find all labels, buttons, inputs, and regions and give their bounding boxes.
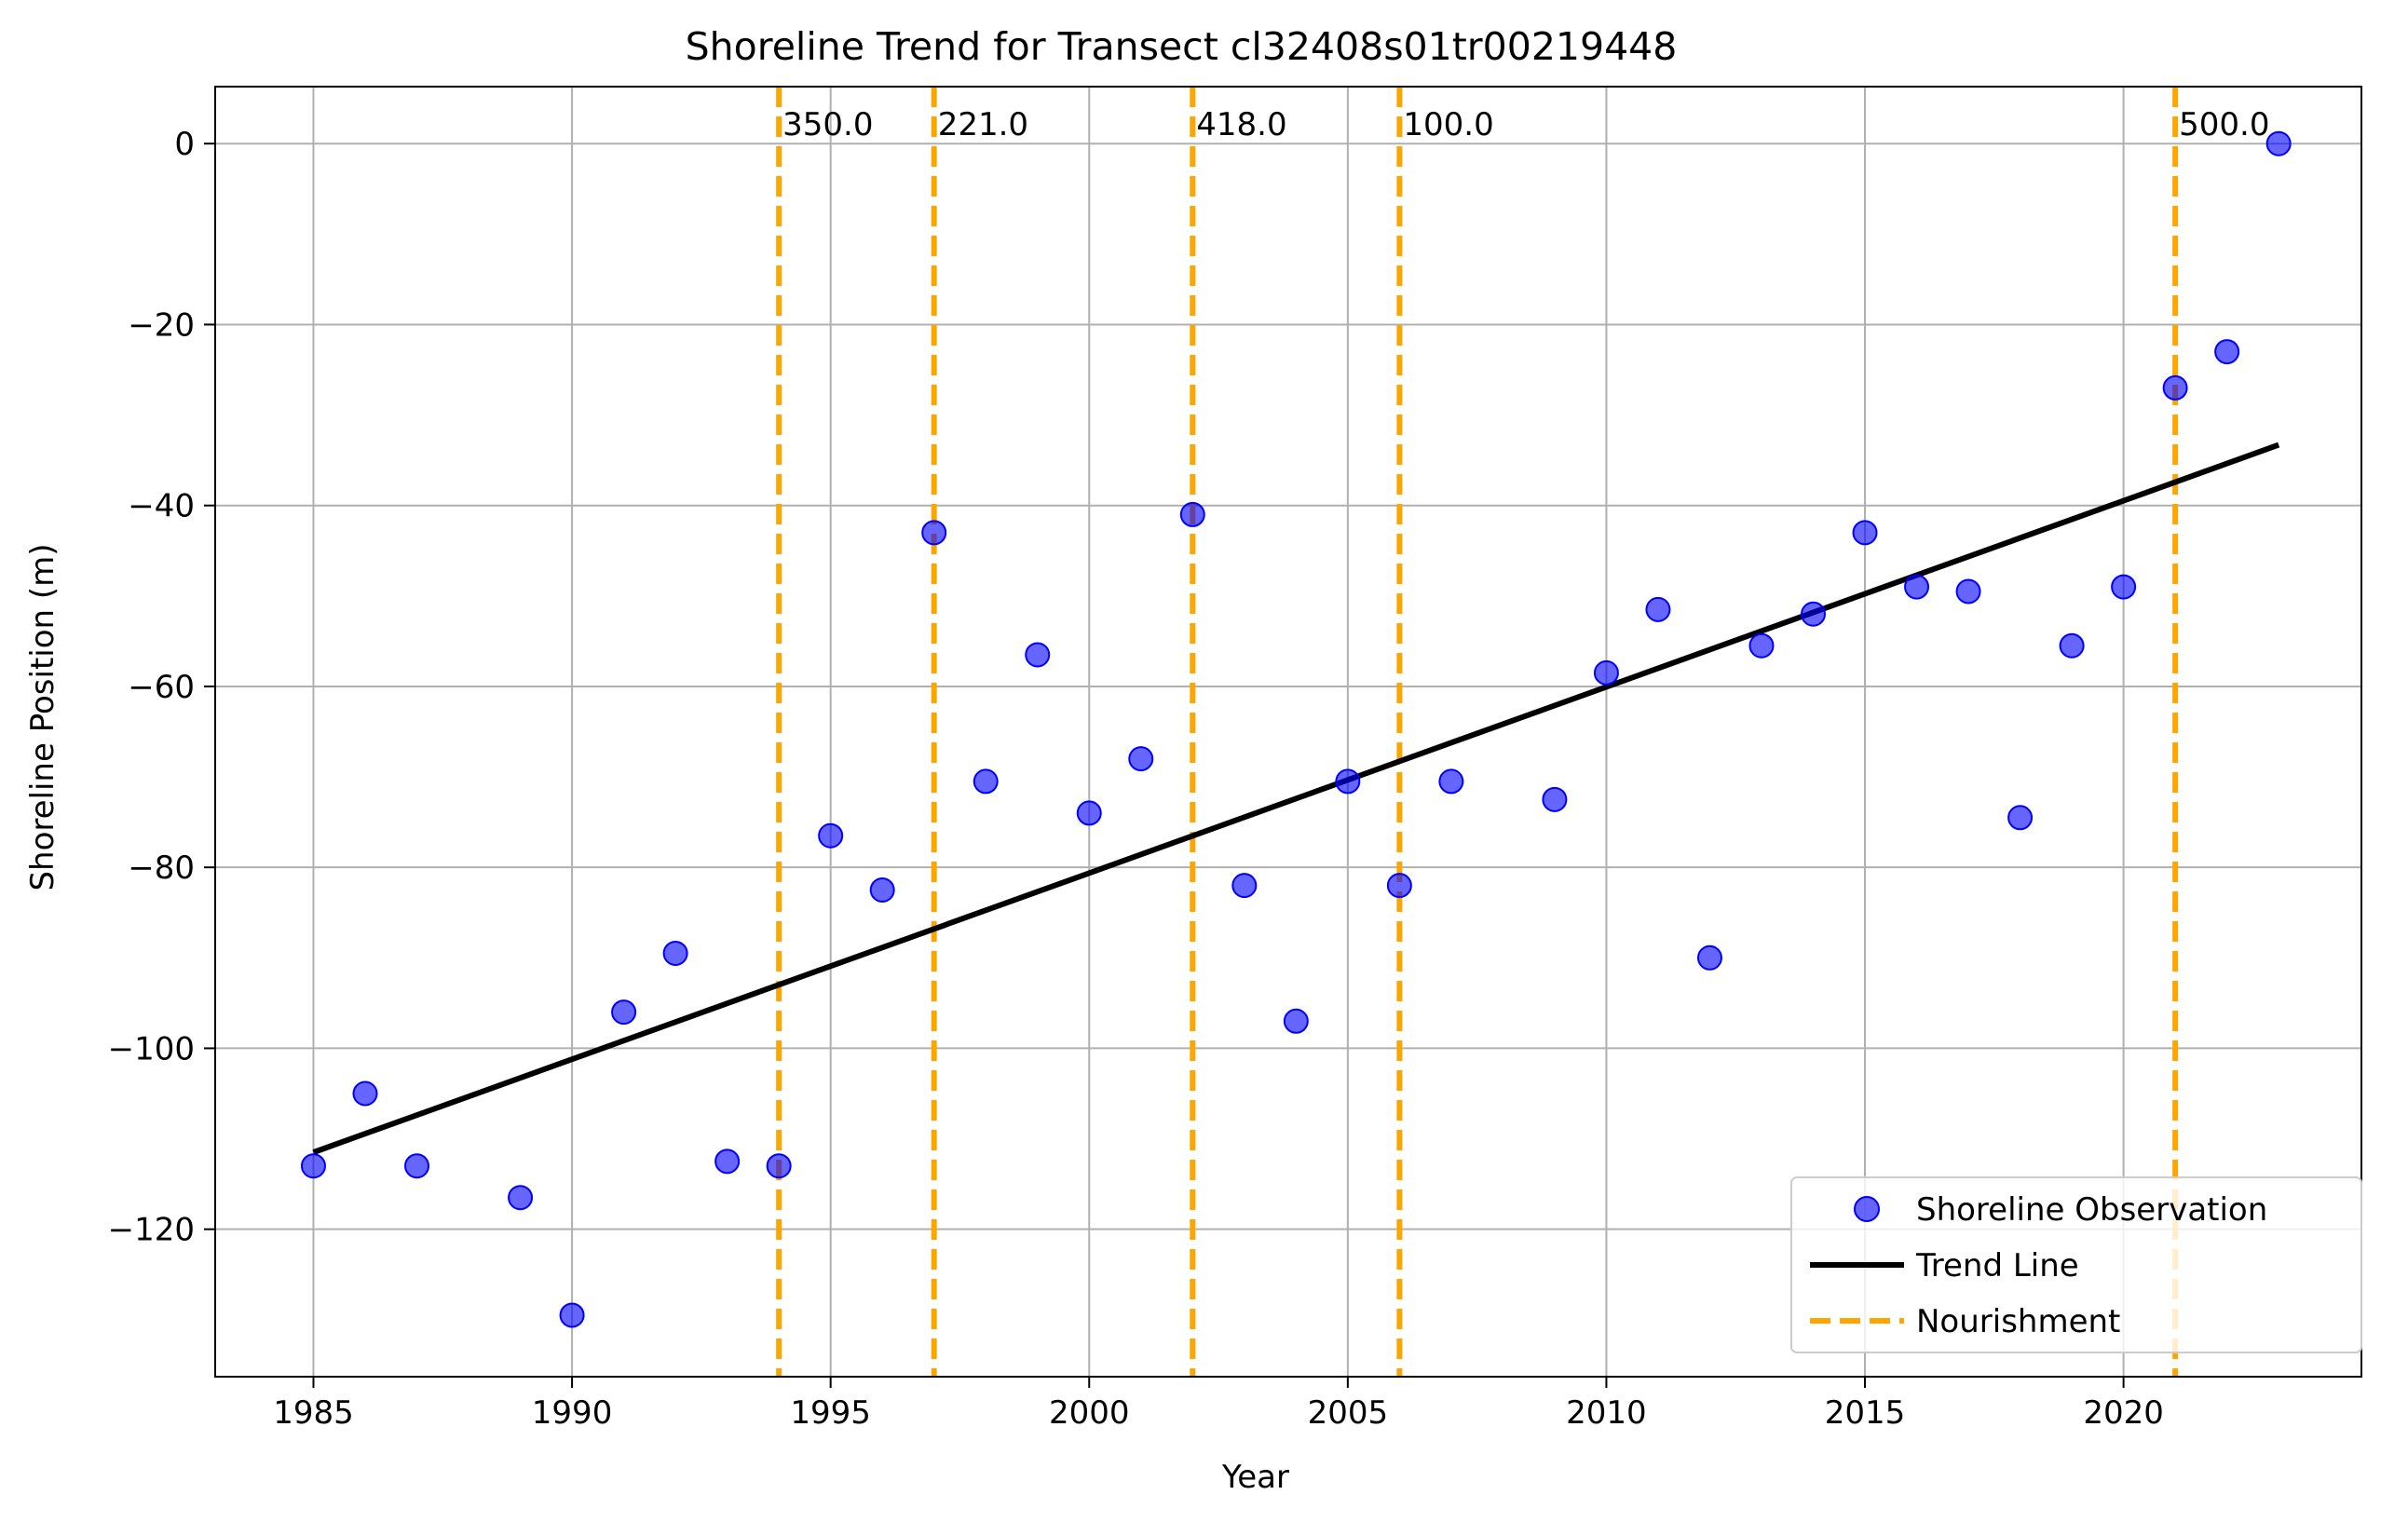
legend-label-observation: Shoreline Observation — [1916, 1191, 2267, 1229]
x-axis-label: Year — [1221, 1459, 1289, 1496]
observation-points — [300, 130, 2292, 1328]
x-tick-label: 2010 — [1566, 1394, 1647, 1432]
nourishment-label: 100.0 — [1403, 106, 1493, 143]
x-tick-label: 2015 — [1825, 1394, 1906, 1432]
trend-line — [312, 442, 2280, 1155]
x-tick-label: 2020 — [2083, 1394, 2164, 1432]
observation-point — [662, 940, 688, 966]
y-axis-ticks: 0 −20 −40 −60 −80 −100 −120 — [108, 126, 215, 1249]
y-tick-label: −40 — [128, 488, 195, 525]
nourishment-label: 500.0 — [2179, 106, 2269, 143]
observation-point — [1283, 1008, 1309, 1034]
x-tick-label: 2005 — [1308, 1394, 1389, 1432]
trend-line-group — [312, 442, 2280, 1155]
y-tick-label: −120 — [108, 1212, 195, 1249]
legend-observation-marker — [1854, 1196, 1880, 1222]
observation-point — [1645, 596, 1671, 622]
grid-lines — [215, 87, 2361, 1377]
nourishment-label: 418.0 — [1196, 106, 1286, 143]
observation-point — [2059, 632, 2085, 659]
nourishment-label: 350.0 — [782, 106, 873, 143]
observation-point — [1904, 574, 1930, 600]
observation-point — [973, 768, 999, 795]
observation-point — [559, 1302, 585, 1328]
observation-point — [869, 877, 895, 903]
observation-point — [1335, 768, 1361, 795]
legend-label-trend: Trend Line — [1915, 1247, 2079, 1284]
legend-label-nourishment: Nourishment — [1916, 1303, 2120, 1340]
observation-point — [818, 822, 844, 849]
y-axis-label: Shoreline Position (m) — [24, 543, 61, 890]
observation-point — [2162, 374, 2188, 401]
observation-point — [1438, 768, 1464, 795]
y-tick-label: −60 — [128, 669, 195, 706]
legend: Shoreline Observation Trend Line Nourish… — [1790, 1176, 2362, 1353]
observation-point — [2214, 339, 2240, 365]
observation-point — [1025, 642, 1051, 668]
observation-point — [2007, 805, 2034, 831]
x-tick-label: 1985 — [273, 1394, 354, 1432]
observation-point — [2265, 130, 2292, 156]
observation-point — [404, 1153, 430, 1179]
observation-point — [921, 520, 947, 546]
y-tick-label: −100 — [108, 1030, 195, 1067]
plot-frame — [214, 86, 2362, 1378]
observation-point — [2111, 574, 2137, 600]
y-tick-label: −20 — [128, 306, 195, 344]
observation-point — [611, 999, 637, 1026]
nourishment-label: 221.0 — [938, 106, 1028, 143]
y-tick-label: −80 — [128, 849, 195, 887]
chart-title: Shoreline Trend for Transect cl32408s01t… — [686, 24, 1678, 69]
observation-point — [766, 1153, 792, 1179]
y-tick-label: 0 — [174, 126, 195, 163]
x-axis-ticks: 1985 1990 1995 2000 2005 2010 2015 2020 — [273, 1377, 2164, 1432]
x-tick-label: 1990 — [532, 1394, 613, 1432]
observation-point — [300, 1153, 326, 1179]
observation-point — [1231, 873, 1258, 899]
observation-point — [1386, 873, 1412, 899]
observation-point — [1179, 501, 1205, 527]
observation-point — [1852, 520, 1878, 546]
observation-point — [1076, 800, 1102, 826]
observation-point — [1593, 659, 1619, 686]
legend-box — [1790, 1176, 2362, 1353]
observation-point — [508, 1185, 534, 1211]
nourishment-lines: 350.0 221.0 418.0 100.0 500.0 — [776, 87, 2269, 1377]
observation-point — [1696, 944, 1722, 971]
x-tick-label: 2000 — [1049, 1394, 1130, 1432]
observation-point — [714, 1148, 741, 1175]
x-tick-label: 1995 — [790, 1394, 871, 1432]
observation-point — [1801, 601, 1827, 627]
observation-point — [1955, 578, 1981, 605]
observation-point — [352, 1080, 378, 1107]
observation-point — [1128, 746, 1154, 772]
observation-point — [1748, 632, 1775, 659]
observation-point — [1542, 786, 1568, 812]
